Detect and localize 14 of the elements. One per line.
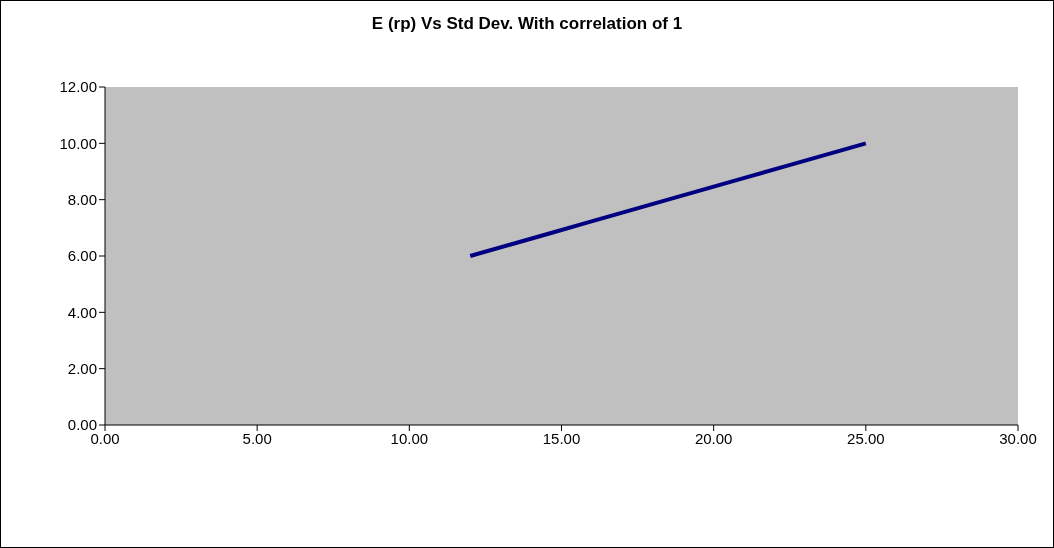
chart-title: E (rp) Vs Std Dev. With correlation of 1 [370, 14, 684, 34]
y-tick-label: 8.00 [67, 190, 97, 208]
y-tick-label: 10.00 [59, 134, 97, 152]
y-tick-label: 12.00 [59, 78, 97, 96]
x-tick-label: 25.00 [847, 429, 885, 447]
y-tick-label: 2.00 [67, 359, 97, 377]
x-tick-label: 20.00 [694, 429, 733, 447]
x-tick-label: 10.00 [390, 429, 429, 447]
line-series [468, 141, 868, 258]
y-tick-label: 6.00 [67, 247, 97, 265]
y-tick-label: 4.00 [67, 303, 97, 321]
x-tick-label: 15.00 [542, 429, 581, 447]
x-tick-label: 30.00 [999, 429, 1037, 447]
x-tick-label: 5.00 [242, 429, 272, 447]
